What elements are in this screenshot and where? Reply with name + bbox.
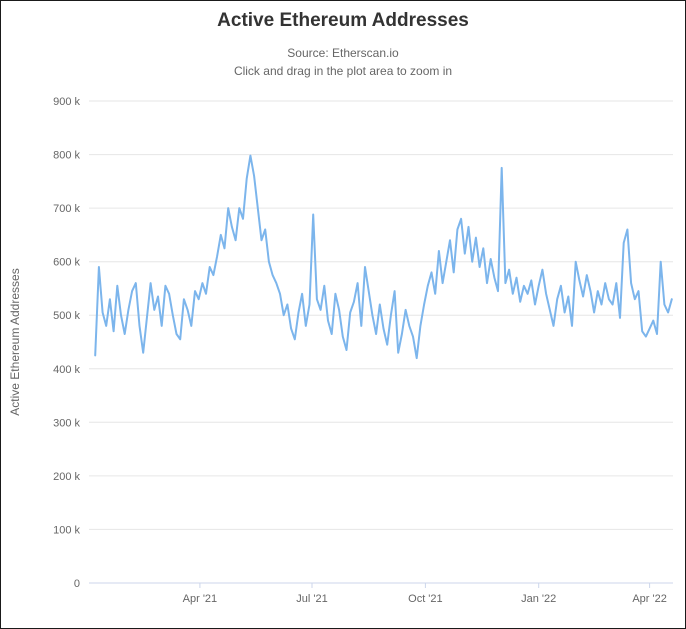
y-axis-label: 0 bbox=[74, 578, 80, 590]
series-line-active-addresses bbox=[94, 154, 673, 360]
chart-subtitle: Source: Etherscan.io Click and drag in t… bbox=[1, 44, 685, 80]
y-axis-label: 300 k bbox=[53, 417, 80, 429]
chart-zoom-hint-line: Click and drag in the plot area to zoom … bbox=[233, 64, 453, 78]
chart-title: Active Ethereum Addresses bbox=[217, 10, 469, 31]
y-axis-title: Active Ethereum Addresses bbox=[8, 268, 22, 415]
y-axis-label: 700 k bbox=[53, 203, 80, 215]
x-axis-label: Jul '21 bbox=[296, 593, 327, 605]
plot-area-zoom-region[interactable] bbox=[89, 101, 673, 583]
x-axis-label: Jan '22 bbox=[521, 593, 556, 605]
y-axis-label: 900 k bbox=[53, 96, 80, 108]
y-axis-label: 600 k bbox=[53, 257, 80, 269]
x-axis-tick-marks bbox=[199, 583, 651, 588]
y-axis-label: 400 k bbox=[53, 364, 80, 376]
x-axis-label: Oct '21 bbox=[408, 593, 443, 605]
x-axis-tick-labels: Apr '21 Jul '21 Oct '21 Jan '22 Apr '22 bbox=[183, 593, 667, 605]
y-axis-label: 100 k bbox=[53, 524, 80, 536]
y-axis-label: 500 k bbox=[53, 310, 80, 322]
chart-source-line: Source: Etherscan.io bbox=[287, 46, 399, 60]
y-axis-label: 800 k bbox=[53, 150, 80, 162]
x-axis-label: Apr '22 bbox=[632, 593, 667, 605]
x-axis-label: Apr '21 bbox=[183, 593, 218, 605]
y-axis-label: 200 k bbox=[53, 471, 80, 483]
y-axis-tick-labels: 0 100 k 200 k 300 k 400 k 500 k 600 k 700 k 800 … bbox=[53, 96, 80, 590]
